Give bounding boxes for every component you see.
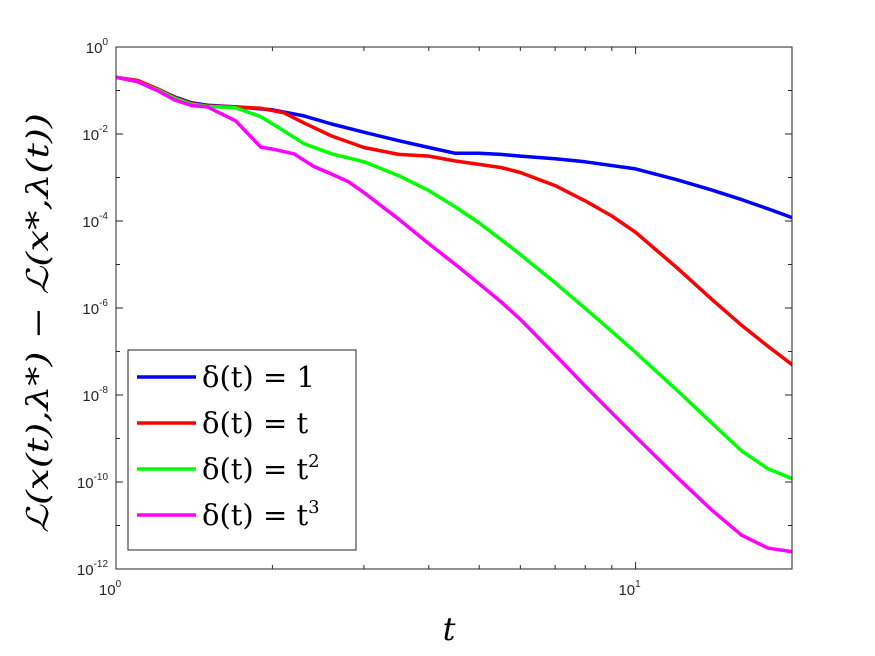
y-tick-label-7: 10-12 [77, 559, 109, 579]
x-tick-label-1: 100 [99, 579, 122, 599]
legend-label-4: δ(t) = t3 [202, 497, 320, 532]
y-tick-label-6: 10-10 [77, 472, 109, 492]
x-axis-title: t [443, 610, 456, 648]
ticks-layer [115, 46, 793, 570]
y-tick-label-5: 10-8 [82, 385, 108, 405]
x-tick-label-2: 101 [618, 579, 641, 599]
series-line-4 [116, 75, 792, 554]
tick-labels-layer: 100 101 100 10-2 10-4 10-6 10-8 10-10 10-12 [77, 37, 641, 599]
y-tick-label-2: 10-2 [82, 124, 108, 144]
legend-label-2: δ(t) = t [202, 406, 308, 440]
y-tick-label-1: 100 [86, 37, 109, 57]
y-tick-label-3: 10-4 [82, 211, 108, 231]
legend-label-1: δ(t) = 1 [202, 360, 315, 394]
series-layer [116, 75, 792, 554]
y-axis-title: ℒ(x(t),λ*) − ℒ(x*,λ(t)) [21, 113, 56, 533]
legend-label-3: δ(t) = t2 [202, 451, 320, 486]
legend: δ(t) = 1 δ(t) = t δ(t) = t2 δ(t) = t3 [127, 349, 357, 551]
y-tick-label-4: 10-6 [82, 298, 108, 318]
